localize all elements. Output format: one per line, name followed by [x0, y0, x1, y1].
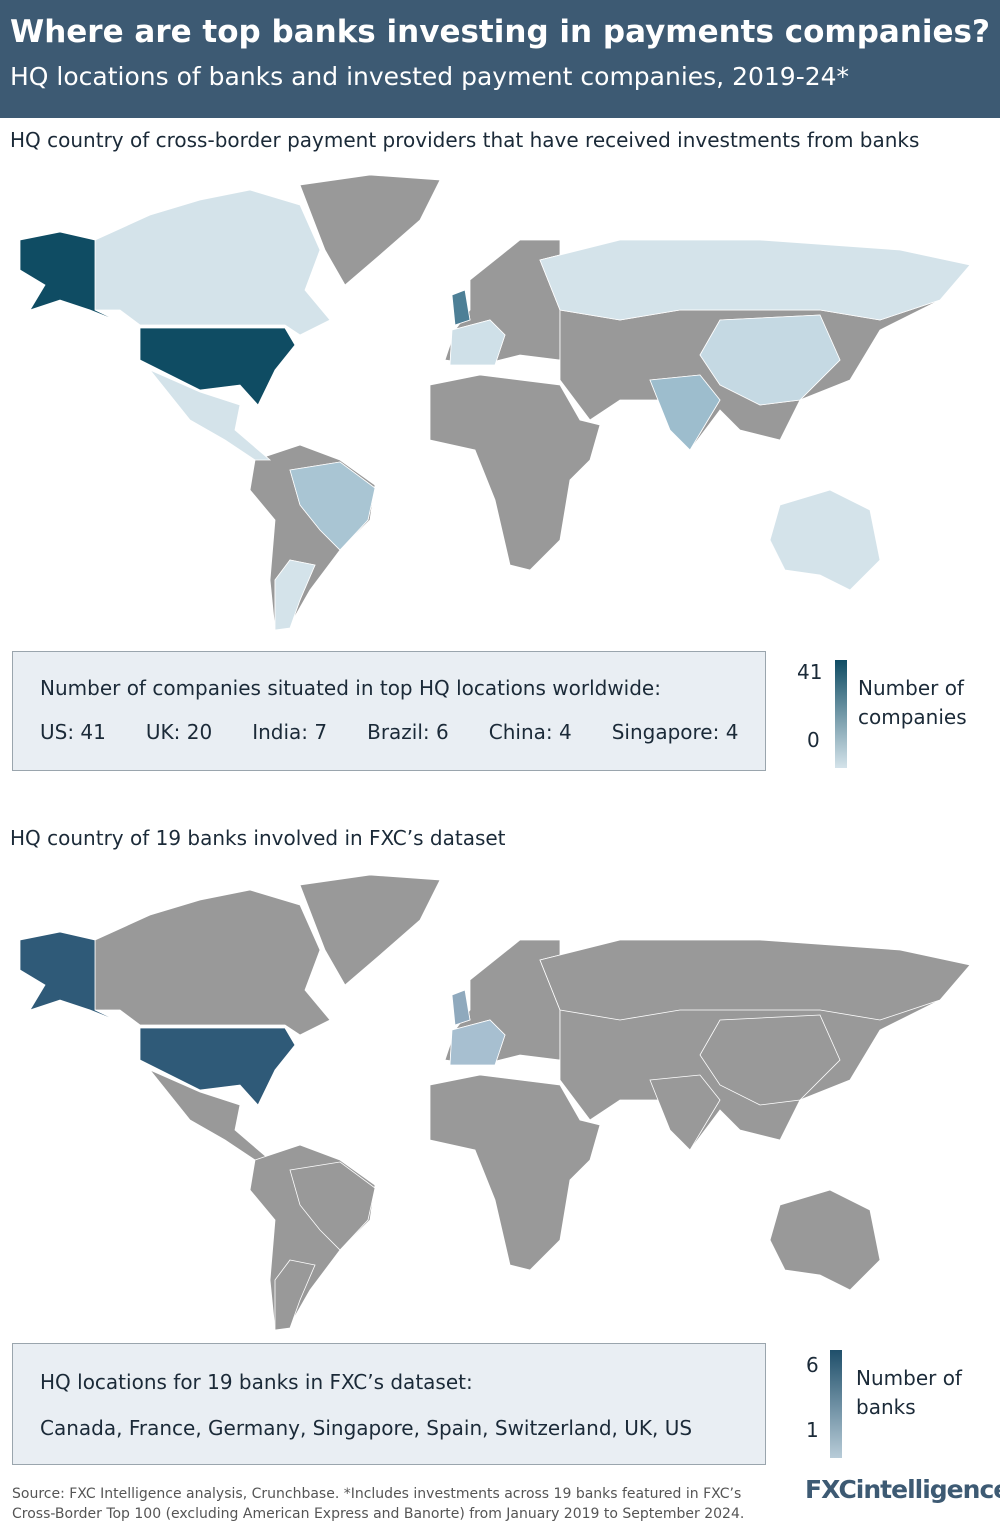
map-banks: [19, 874, 971, 1331]
legend-label: Number of companies: [858, 676, 967, 729]
items: US: 41 UK: 20 India: 7 Brazil: 6 China: 4 Sin…: [40, 720, 738, 744]
map-heading: HQ country of cross-border payment provi…: [10, 128, 920, 152]
source: Source: FXC Intelligence analysis, Crunc…: [12, 1486, 745, 1522]
subtitle: HQ locations of banks and invested payme…: [10, 62, 850, 91]
item: UK: 20: [145, 720, 213, 744]
legend-bar: [830, 1350, 842, 1458]
item: China: 4: [488, 720, 572, 744]
item: Singapore: 4: [611, 720, 739, 744]
item: India: 7: [252, 720, 328, 744]
info-box: Number of companies situated in top HQ l…: [12, 651, 766, 771]
legend-max: 6: [806, 1353, 819, 1377]
item: Canada, France, Germany, Singapore, Spai…: [40, 1416, 693, 1440]
logo: FXCintelligence: [805, 1475, 1000, 1504]
header: [0, 0, 1000, 118]
map-companies: [19, 174, 971, 631]
legend-min: 0: [807, 728, 820, 752]
map-heading: HQ country of 19 banks involved in FXC’s…: [10, 826, 506, 850]
info-box: HQ locations for 19 banks in FXC’s datas…: [12, 1343, 766, 1465]
legend-bar: [835, 660, 847, 768]
item: Brazil: 6: [367, 720, 449, 744]
box-title: Number of companies situated in top HQ l…: [40, 676, 661, 700]
item: US: 41: [40, 720, 106, 744]
items: Canada, France, Germany, Singapore, Spai…: [40, 1416, 692, 1440]
legend-min: 1: [806, 1418, 819, 1442]
legend-label: Number of banks: [856, 1366, 962, 1419]
box-title: HQ locations for 19 banks in FXC’s datas…: [40, 1370, 473, 1394]
title: Where are top banks investing in payment…: [10, 14, 990, 50]
legend-max: 41: [797, 660, 823, 684]
